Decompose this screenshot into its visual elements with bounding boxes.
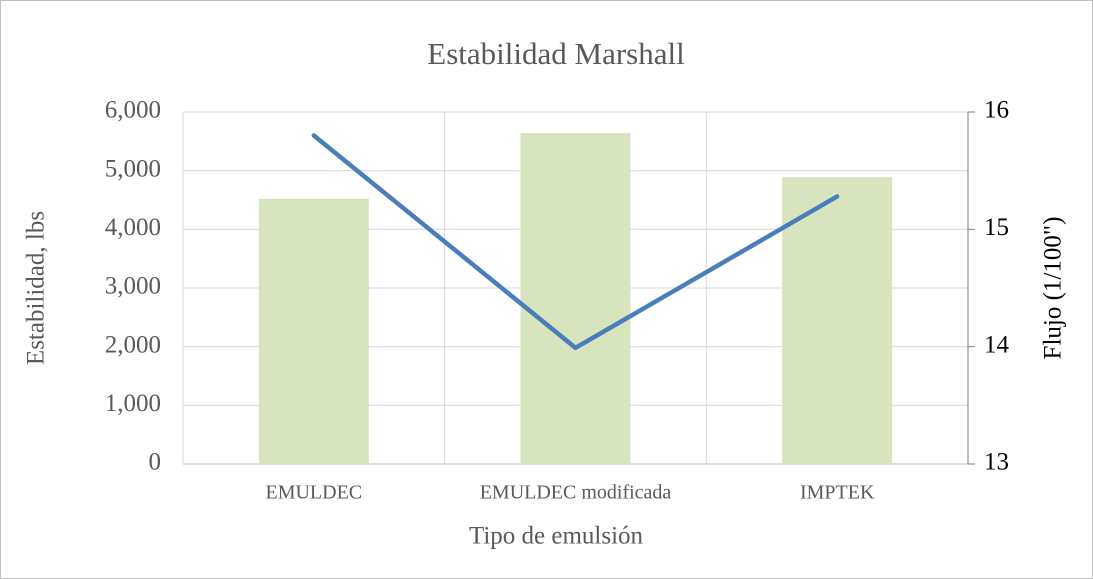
bar bbox=[258, 198, 369, 464]
y-tick-label: 1,000 bbox=[105, 390, 161, 417]
y-tick-label: 3,000 bbox=[105, 273, 161, 300]
y2-tick-label: 13 bbox=[984, 449, 1009, 476]
x-axis-label: Tipo de emulsión bbox=[469, 523, 644, 550]
y2-tick-label: 16 bbox=[984, 97, 1009, 124]
x-tick-label: EMULDEC bbox=[265, 482, 362, 504]
y-tick-label: 4,000 bbox=[105, 214, 161, 241]
y-tick-label: 2,000 bbox=[105, 331, 161, 358]
y-tick-label: 5,000 bbox=[105, 155, 161, 182]
y-tick-label: 0 bbox=[149, 449, 162, 476]
bar bbox=[520, 133, 631, 464]
bar bbox=[782, 177, 893, 464]
y-axis-label: Estabilidad, lbs bbox=[23, 211, 50, 365]
y2-tick-label: 14 bbox=[984, 331, 1010, 358]
x-tick-label: EMULDEC modificada bbox=[480, 482, 672, 504]
line bbox=[311, 133, 840, 351]
x-tick-label: IMPTEK bbox=[800, 482, 875, 504]
chart-title: Estabilidad Marshall bbox=[427, 36, 684, 71]
y-tick-label: 6,000 bbox=[105, 97, 161, 124]
y2-tick-label: 15 bbox=[984, 214, 1009, 241]
y2-axis-label: Flujo (1/100") bbox=[1040, 217, 1067, 360]
